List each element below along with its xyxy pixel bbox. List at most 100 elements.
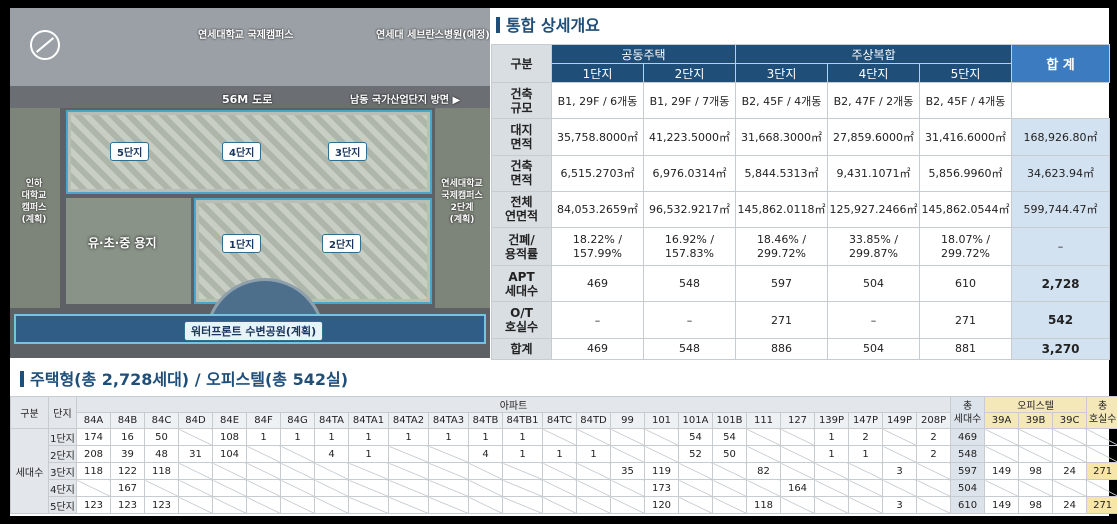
unit-type-table: 구분 단지 아파트 총 세대수 오피스텔 총 호실수 84A 84B 84C 84D 84E 84F 8… xyxy=(10,396,1117,514)
overview-cell: 548 xyxy=(642,265,737,303)
unit-cell xyxy=(280,496,315,514)
unit-cell xyxy=(348,496,389,514)
ofs-total-header: 총 호실수 xyxy=(1086,396,1117,429)
unit-cell xyxy=(712,496,747,514)
unit-cell xyxy=(388,462,429,480)
unit-total-cell: 469 xyxy=(950,428,986,446)
ofs-cell xyxy=(1018,428,1054,446)
apt-type-header: 84TC xyxy=(542,412,577,429)
unit-row: 4단지 167 173 164 504 xyxy=(11,479,1117,497)
overview-cell: 886 xyxy=(735,337,829,361)
unit-cell xyxy=(314,479,349,497)
unit-cell: 1 xyxy=(348,428,389,446)
unit-cell xyxy=(848,479,883,497)
unit-cell: 123 xyxy=(76,496,111,514)
unit-cell xyxy=(280,445,315,463)
overview-row: 건폐/ 용적률 18.22% / 157.99% 16.92% / 157.83% 1… xyxy=(491,226,1111,267)
ofs-type-header: 39B xyxy=(1018,412,1054,429)
overview-cell: 31,668.3000㎡ xyxy=(735,118,829,156)
overview-cell: 271 xyxy=(919,301,1013,339)
overview-row-header: APT 세대수 xyxy=(491,265,552,303)
block-label-1: 1단지 xyxy=(222,234,262,253)
unit-cell xyxy=(468,462,503,480)
unit-cell: 119 xyxy=(644,462,679,480)
apt-type-header: 84TA3 xyxy=(428,412,469,429)
unit-cell xyxy=(882,445,917,463)
overview-cell: 18.22% / 157.99% xyxy=(551,226,644,267)
unit-total-cell: 504 xyxy=(950,479,986,497)
unit-cell: 174 xyxy=(76,428,111,446)
unit-cell xyxy=(502,479,543,497)
apt-type-header: 84TA xyxy=(314,412,349,429)
unit-cell: 50 xyxy=(712,445,747,463)
unit-row: 5단지 123 123 123 120 118 3 610 149 98 24 271 xyxy=(11,496,1117,514)
unit-cell: 2 xyxy=(915,428,952,446)
apt-type-header: 149P xyxy=(882,412,917,429)
overview-cell: 6,515.2703㎡ xyxy=(551,154,644,192)
overview-cell: B2, 45F / 4개동 xyxy=(919,82,1013,120)
unit-cell xyxy=(610,445,645,463)
overview-total-cell: – xyxy=(1011,226,1111,267)
unit-cell: 1 xyxy=(348,445,389,463)
overview-cell: 271 xyxy=(735,301,829,339)
unit-cell xyxy=(814,496,849,514)
unit-cell xyxy=(678,496,713,514)
ofs-cell xyxy=(984,445,1020,463)
overview-cell: 18.46% / 299.72% xyxy=(735,226,829,267)
overview-cell: 610 xyxy=(919,265,1013,303)
unit-cell: 48 xyxy=(144,445,179,463)
overview-cell: 881 xyxy=(919,337,1013,361)
overview-cell: 84,053.2659㎡ xyxy=(551,190,644,228)
overview-row-header: 건축 면적 xyxy=(491,154,552,192)
overview-total-cell: 599,744.47㎡ xyxy=(1011,190,1111,228)
unit-cell: 4 xyxy=(468,445,503,463)
overview-total-cell: 3,270 xyxy=(1011,337,1111,361)
unit-row: 2단지 208 39 48 31 104 4 1 4 1 1 1 52 50 1 1 2 548 xyxy=(11,445,1117,463)
overview-row: 합계 469 548 886 504 881 3,270 xyxy=(491,337,1111,361)
unit-cell: 164 xyxy=(780,479,815,497)
overview-cell: B2, 45F / 4개동 xyxy=(735,82,829,120)
right-field xyxy=(435,108,490,308)
unit-cell xyxy=(348,479,389,497)
map-label-inha: 인하 대학교 캠퍼스 (계획) xyxy=(21,179,47,225)
unit-cell: 2 xyxy=(915,445,952,463)
unit-cell xyxy=(814,479,849,497)
overview-total-header: 합 계 xyxy=(1011,43,1111,84)
overview-row-header: 건폐/ 용적률 xyxy=(491,226,552,267)
unit-cell: 52 xyxy=(678,445,713,463)
ofs-cell xyxy=(1018,445,1054,463)
ofs-total-cell: 271 xyxy=(1086,462,1117,480)
unit-cell xyxy=(576,428,611,446)
overview-cell: 18.07% / 299.72% xyxy=(919,226,1013,267)
apt-type-header: 84D xyxy=(178,412,213,429)
overview-cell: 145,862.0118㎡ xyxy=(735,190,829,228)
ofs-total-cell xyxy=(1086,445,1117,463)
map-label-park: 워터프론트 수변공원(계획) xyxy=(184,321,324,341)
unit-total-cell: 610 xyxy=(950,496,986,514)
ofs-cell: 98 xyxy=(1018,496,1054,514)
unit-cell: 1 xyxy=(848,445,883,463)
units-danji: 단지 xyxy=(48,396,77,429)
unit-cell: 3 xyxy=(882,462,917,480)
apt-type-header: 139P xyxy=(814,412,849,429)
unit-cell xyxy=(280,462,315,480)
unit-cell xyxy=(780,496,815,514)
overview-cell: 41,223.5000㎡ xyxy=(642,118,737,156)
units-gubun: 구분 xyxy=(10,396,49,429)
title-bar xyxy=(20,371,24,387)
unit-cell: 35 xyxy=(610,462,645,480)
unit-cell: 118 xyxy=(76,462,111,480)
unit-cell: 1 xyxy=(576,445,611,463)
ofs-total-cell: 271 xyxy=(1086,496,1117,514)
page-frame: 연세대학교 국제캠퍼스 연세대 세브란스병원(예정) 56M 도로 남동 국가산… xyxy=(10,8,1117,516)
overview-cell: 31,416.6000㎡ xyxy=(919,118,1013,156)
ofs-cell: 149 xyxy=(984,462,1020,480)
apt-type-header: 84TD xyxy=(576,412,611,429)
overview-cell: 9,431.1071㎡ xyxy=(827,154,921,192)
unit-cell: 118 xyxy=(144,462,179,480)
ofs-cell xyxy=(1052,428,1088,446)
title-bar xyxy=(496,17,500,33)
unit-cell: 31 xyxy=(178,445,213,463)
unit-cell xyxy=(212,462,247,480)
unit-cell xyxy=(915,479,952,497)
